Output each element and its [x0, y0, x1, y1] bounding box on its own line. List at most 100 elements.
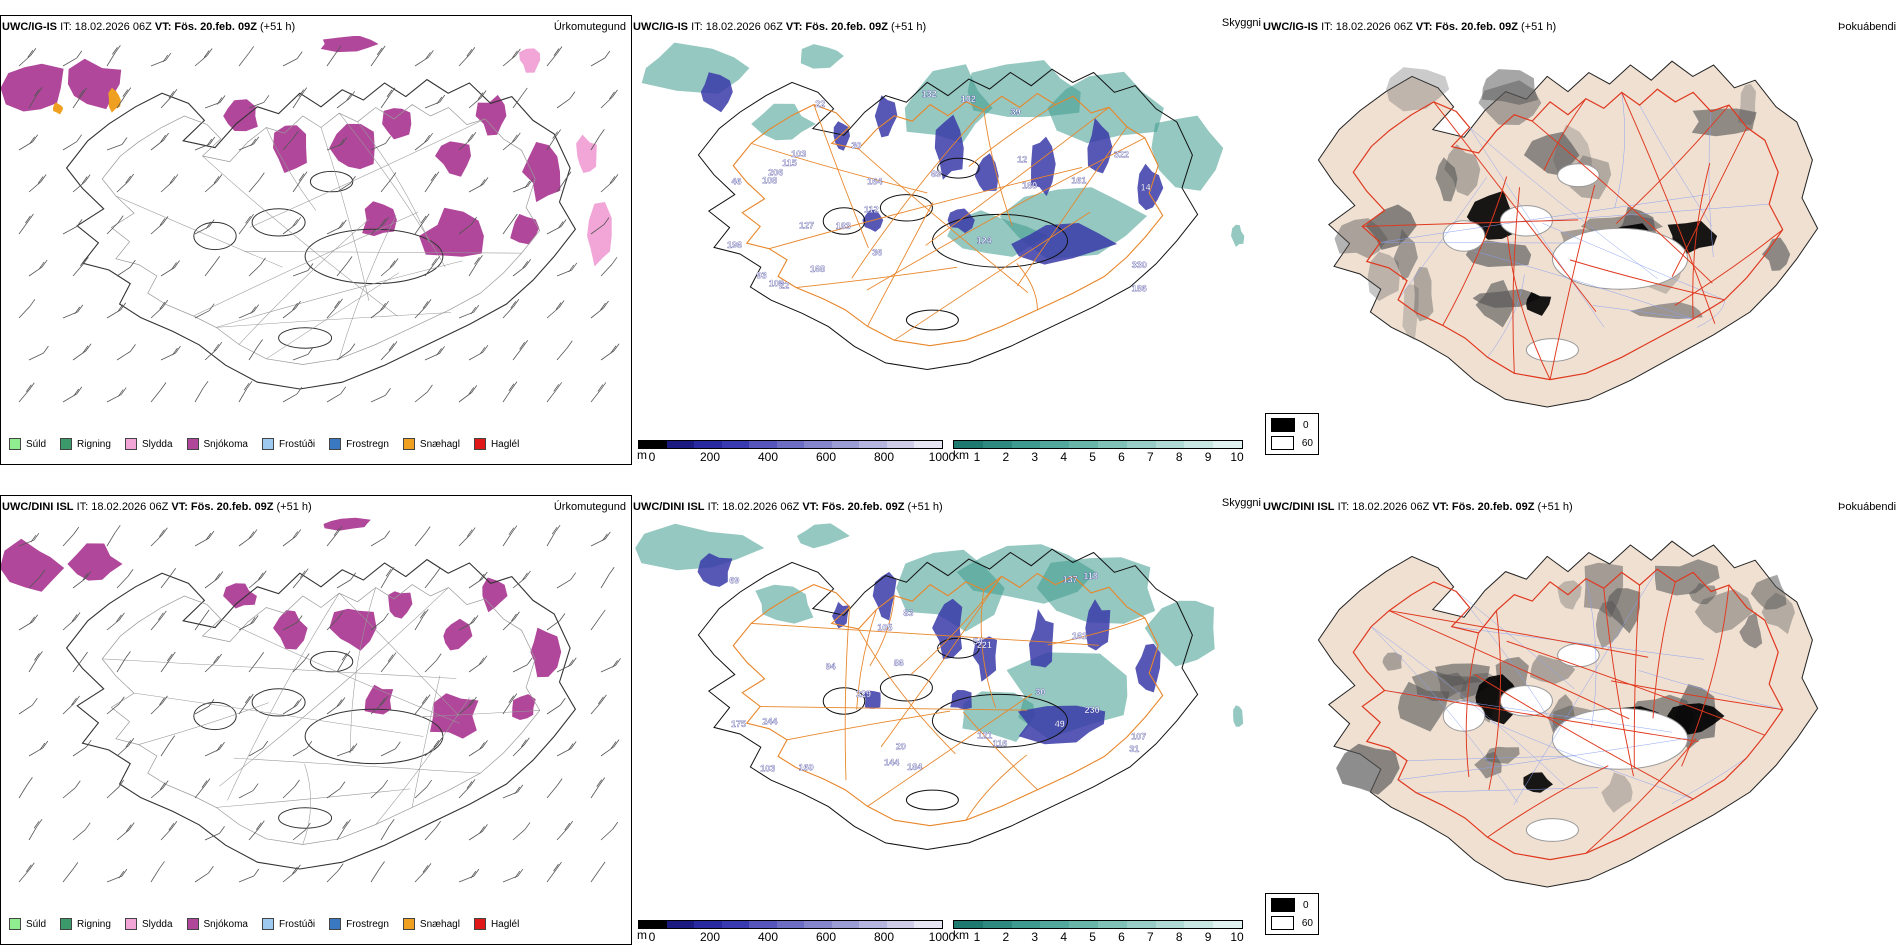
road-line: [844, 606, 851, 781]
legend-swatch: [261, 438, 274, 450]
wind-barb: [556, 657, 577, 673]
road-line: [1506, 640, 1765, 736]
low-cloud-base-area: [1031, 136, 1056, 197]
legend-label: Snæhagl: [419, 438, 460, 450]
wind-barb: [160, 345, 181, 361]
road-line: [1542, 223, 1725, 301]
ceiling-tick-label: 800: [873, 450, 895, 464]
cloud-base-value: 108: [762, 176, 777, 186]
wind-barb: [194, 609, 210, 631]
road-line: [266, 127, 317, 211]
init-time-label: IT:: [60, 21, 75, 33]
wind-barb: [150, 132, 169, 151]
fog-shading: [1694, 589, 1754, 634]
ice-pellet-area: [108, 87, 121, 113]
cloud-panel-title: Skyggni: [1221, 17, 1261, 29]
road-line: [1633, 585, 1641, 769]
fog-shading: [1606, 588, 1641, 634]
wind-barb: [468, 740, 488, 757]
wind-barb: [414, 779, 433, 799]
glacier-outline: [879, 674, 933, 702]
visibility-tick-label: 5: [1089, 930, 1096, 944]
road-line: [751, 142, 928, 194]
legend-item: Slydda: [124, 438, 173, 450]
low-visibility-area: [1047, 71, 1164, 144]
cloud-base-value: 183: [836, 221, 851, 231]
road-line: [760, 706, 1028, 711]
road-line: [1371, 626, 1566, 786]
valid-time-value: Fös. 20.feb. 09Z: [190, 501, 277, 513]
road-line: [1469, 127, 1605, 328]
road-line: [339, 592, 460, 717]
legend-item: Rigning: [60, 918, 111, 930]
precip-type-panel: Súld Rigning Slydda Snjókoma Frostúði Frostre…: [0, 480, 632, 945]
road-line: [1674, 229, 1783, 306]
wind-barb: [116, 738, 135, 757]
precip-type-map: [1, 517, 621, 883]
precip-legend: Súld Rigning Slydda Snjókoma Frostúði Frostre…: [9, 918, 519, 930]
fog-header: UWC/IG-IS IT: 18.02.2026 06Z VT: Fös. 20…: [1263, 20, 1556, 34]
wind-barb: [424, 346, 445, 361]
road-line: [858, 628, 956, 755]
wind-barb: [62, 219, 83, 235]
cloud-base-value: 12: [1017, 155, 1027, 165]
visibility-tick-label: 1: [973, 930, 981, 944]
legend-swatch: [261, 918, 274, 930]
init-time-value: 18.02.2026 06Z: [1335, 21, 1416, 33]
wind-barb: [556, 741, 577, 757]
wind-barb: [414, 132, 433, 151]
road-line: [1016, 263, 1038, 310]
wind-barb: [336, 256, 353, 277]
fog-legend-label: 60: [1301, 437, 1313, 449]
legend-swatch: [402, 438, 415, 450]
road-line: [786, 710, 951, 741]
cloud-base-value: 103: [760, 763, 775, 773]
wind-barb: [424, 94, 446, 109]
visibility-tick-label: 10: [1230, 450, 1244, 464]
wind-barb: [238, 46, 255, 67]
wind-barb: [62, 304, 84, 319]
wind-barb: [238, 213, 254, 235]
wind-barb: [106, 302, 127, 319]
wind-barb: [326, 697, 346, 715]
glacier-outline: [822, 687, 866, 715]
visibility-colorbar-strip: [953, 920, 1243, 929]
road-line: [869, 595, 895, 667]
fog-legend: 0 60: [1265, 893, 1319, 935]
low-cloud-base-area: [1085, 599, 1111, 651]
low-cloud-base-area: [697, 553, 733, 587]
low-cloud-base-area: [700, 72, 733, 113]
glacier-outline: [278, 807, 333, 829]
legend-item: Haglél: [473, 438, 519, 450]
legend-label: Frostregn: [346, 438, 389, 450]
wind-barb: [336, 572, 357, 589]
cloud-base-value: 230: [1085, 705, 1100, 715]
legend-swatch: [186, 918, 199, 930]
ceiling-colorbar-strip: [638, 920, 943, 929]
legend-item: Snjókoma: [186, 918, 248, 930]
road-line: [411, 675, 441, 808]
wind-barb: [380, 566, 395, 589]
road-line: [115, 195, 283, 268]
init-time-label: IT:: [691, 21, 706, 33]
init-time-label: IT:: [707, 501, 723, 513]
wind-barb: [18, 697, 38, 715]
visibility-tick-label: 3: [1031, 450, 1039, 464]
road-line: [1362, 219, 1579, 227]
wind-barb: [424, 171, 440, 193]
road-line: [1671, 757, 1748, 804]
wind-barb: [238, 693, 254, 715]
wind-barb: [512, 87, 528, 109]
road-line: [1371, 626, 1519, 803]
road-line: [1384, 690, 1672, 733]
visibility-tick-label: 2: [1002, 930, 1010, 944]
legend-item: Frostúði: [261, 918, 315, 930]
snow-area: [482, 577, 508, 613]
wind-barb: [18, 382, 35, 403]
wind-barb: [18, 48, 37, 67]
road-line: [350, 587, 376, 754]
road-line: [962, 711, 1038, 791]
road-line: [1488, 610, 1502, 790]
road-line: [894, 211, 1091, 341]
wind-barb: [248, 172, 265, 193]
